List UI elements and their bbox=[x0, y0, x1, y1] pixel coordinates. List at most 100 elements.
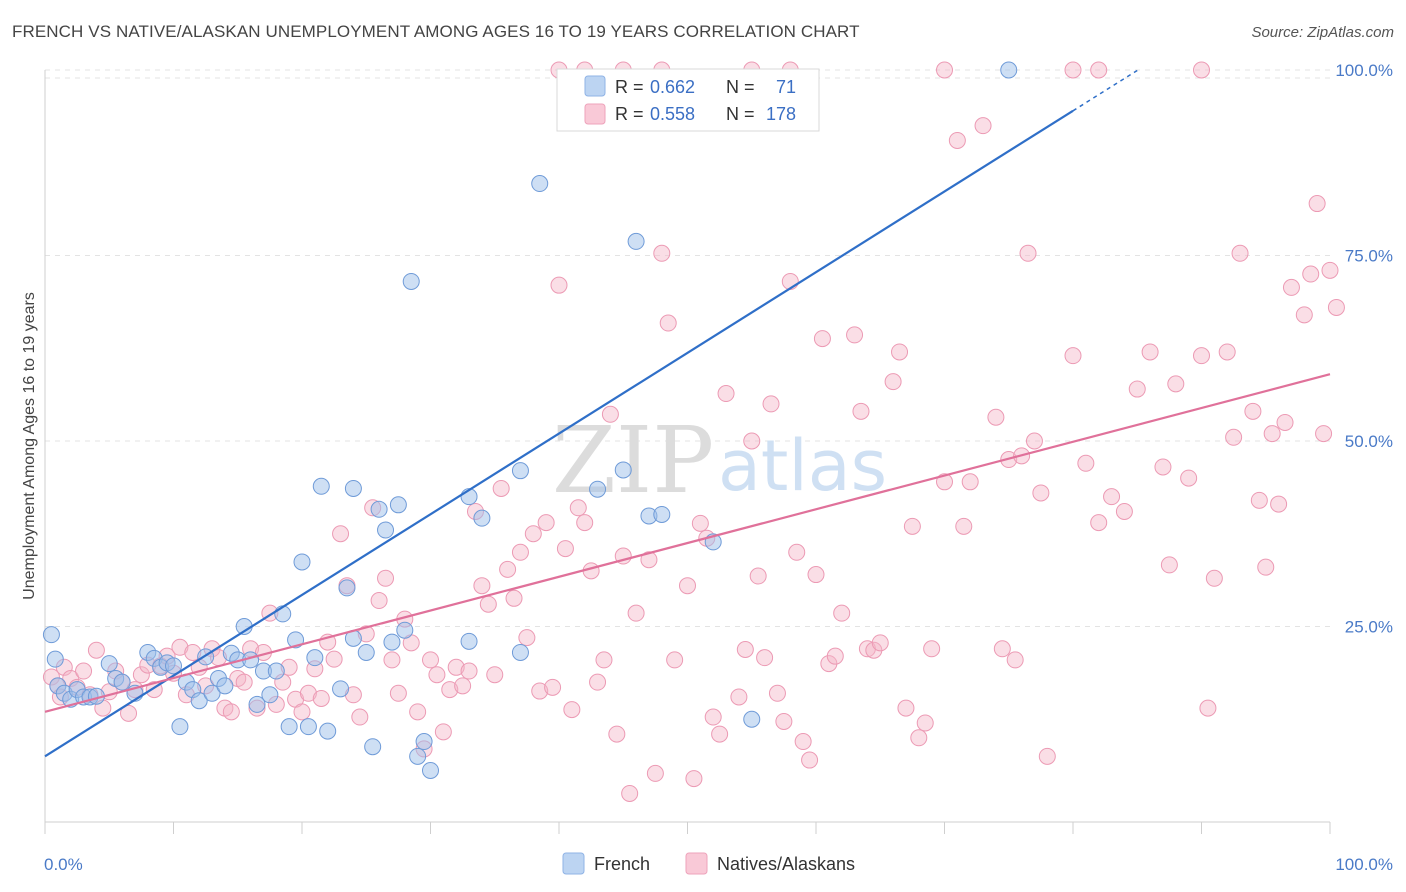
natives-point bbox=[1218, 343, 1236, 361]
trend-lines bbox=[44, 69, 1331, 758]
natives-point bbox=[569, 499, 587, 517]
stats-box: R = 0.662 N = 71 R = 0.558 N = 178 bbox=[556, 68, 820, 132]
y-tick-label: 25.0% bbox=[1345, 618, 1393, 637]
natives-point bbox=[948, 131, 966, 149]
natives-point bbox=[884, 373, 902, 391]
french-point bbox=[389, 496, 407, 514]
natives-point bbox=[1090, 514, 1108, 532]
legend-natives-label: Natives/Alaskans bbox=[717, 854, 855, 874]
natives-point bbox=[653, 244, 671, 262]
y-tick-label: 75.0% bbox=[1345, 247, 1393, 266]
natives-point bbox=[640, 551, 658, 569]
french-point bbox=[248, 695, 266, 713]
stats-natives-swatch bbox=[584, 103, 606, 125]
natives-point bbox=[1006, 651, 1024, 669]
natives-point bbox=[1128, 380, 1146, 398]
natives-point bbox=[1077, 454, 1095, 472]
natives-point bbox=[505, 589, 523, 607]
french-point bbox=[293, 553, 311, 571]
french-point bbox=[383, 633, 401, 651]
french-point bbox=[364, 738, 382, 756]
natives-point bbox=[1064, 347, 1082, 365]
natives-point bbox=[685, 770, 703, 788]
french-point bbox=[396, 621, 414, 639]
y-axis-label: Unemployment Among Ages 16 to 19 years bbox=[21, 292, 38, 600]
natives-point bbox=[377, 569, 395, 587]
french-point bbox=[357, 643, 375, 661]
natives-point bbox=[1231, 244, 1249, 262]
natives-point bbox=[1302, 265, 1320, 283]
french-point bbox=[113, 673, 131, 691]
french-point bbox=[409, 747, 427, 765]
natives-point bbox=[1160, 556, 1178, 574]
natives-point bbox=[608, 725, 626, 743]
y-tick-label: 100.0% bbox=[1335, 61, 1393, 80]
french-point bbox=[46, 650, 64, 668]
x-ticks bbox=[44, 822, 1331, 834]
natives-point bbox=[171, 638, 189, 656]
french-trend-extension bbox=[1072, 69, 1138, 112]
natives-point bbox=[422, 651, 439, 669]
natives-point bbox=[717, 385, 735, 403]
stats-natives-r-label: R = bbox=[615, 104, 644, 124]
natives-point bbox=[351, 708, 369, 726]
natives-point bbox=[666, 651, 684, 669]
natives-point bbox=[1308, 195, 1326, 213]
natives-point bbox=[595, 651, 613, 669]
stats-natives-r-value: 0.558 bbox=[650, 104, 695, 124]
french-point bbox=[614, 461, 632, 479]
french-trend-line bbox=[44, 109, 1074, 758]
french-point bbox=[280, 718, 298, 736]
french-point bbox=[319, 722, 337, 740]
stats-french-r-value: 0.662 bbox=[650, 77, 695, 97]
legend-natives-swatch bbox=[685, 852, 708, 875]
natives-point bbox=[961, 473, 979, 491]
natives-point bbox=[132, 666, 150, 684]
stats-french-n-value: 71 bbox=[776, 77, 796, 97]
natives-point bbox=[1282, 278, 1300, 296]
natives-point bbox=[646, 764, 664, 782]
natives-point bbox=[833, 604, 851, 622]
french-point bbox=[344, 479, 362, 497]
french-point bbox=[190, 692, 208, 710]
french-point bbox=[312, 477, 330, 495]
natives-point bbox=[235, 673, 253, 691]
natives-point bbox=[524, 525, 542, 543]
french-point bbox=[216, 677, 234, 695]
natives-point bbox=[813, 330, 831, 348]
natives-point bbox=[691, 514, 709, 532]
natives-point bbox=[1019, 244, 1037, 262]
stats-french-r-label: R = bbox=[615, 77, 644, 97]
natives-point bbox=[1025, 432, 1043, 450]
natives-point bbox=[794, 733, 812, 751]
natives-point bbox=[736, 641, 754, 659]
french-point bbox=[589, 480, 607, 498]
french-point bbox=[743, 710, 761, 728]
natives-point bbox=[910, 729, 928, 747]
natives-point bbox=[1193, 347, 1210, 365]
natives-point bbox=[1250, 491, 1268, 509]
natives-point bbox=[312, 689, 330, 707]
natives-point bbox=[1244, 402, 1262, 420]
legend-french-swatch bbox=[562, 852, 585, 875]
french-points bbox=[42, 61, 1018, 779]
french-point bbox=[377, 521, 395, 539]
french-point bbox=[100, 655, 118, 673]
natives-point bbox=[936, 473, 953, 491]
natives-point bbox=[1205, 569, 1223, 587]
natives-point bbox=[1295, 306, 1313, 324]
natives-point bbox=[409, 703, 427, 721]
natives-point bbox=[659, 314, 677, 332]
natives-point bbox=[704, 708, 722, 726]
natives-point bbox=[801, 751, 819, 769]
natives-point bbox=[389, 684, 407, 702]
french-point bbox=[653, 505, 671, 523]
natives-point bbox=[556, 540, 574, 558]
natives-point bbox=[447, 658, 465, 676]
natives-point bbox=[1141, 343, 1159, 361]
natives-point bbox=[75, 662, 93, 680]
natives-point bbox=[332, 525, 350, 543]
french-point bbox=[531, 175, 549, 193]
y-tick-labels: 25.0% 50.0% 75.0% 100.0% bbox=[1335, 61, 1393, 637]
natives-point bbox=[955, 517, 973, 535]
